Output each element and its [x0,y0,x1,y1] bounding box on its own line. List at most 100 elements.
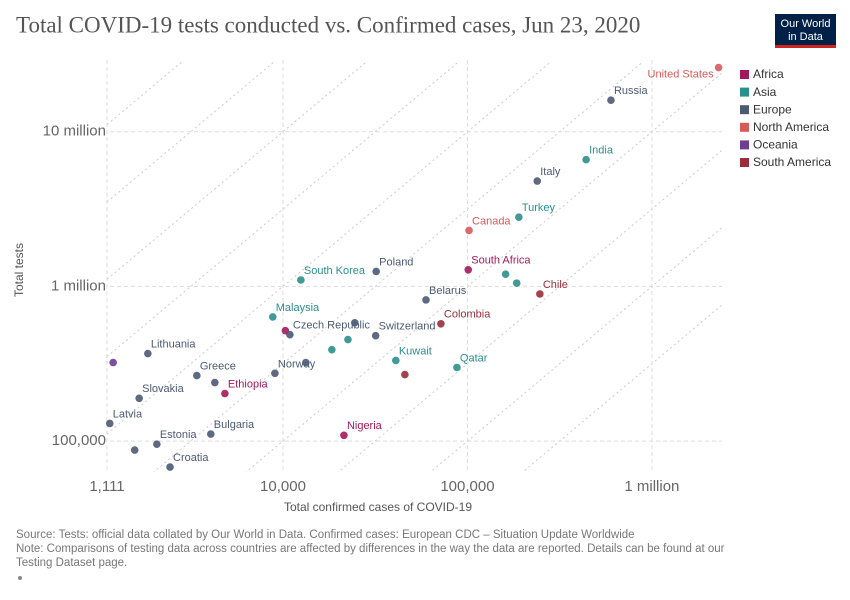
point[interactable] [105,419,114,428]
point-label: Canada [472,215,511,227]
point-label: Slovakia [142,383,184,395]
point[interactable] [297,276,305,284]
legend-label: Oceania [753,138,798,152]
legend-item[interactable]: Asia [740,85,777,99]
point-label: Czech Republic [293,320,371,332]
point-label: Qatar [460,352,488,364]
point-label: Poland [379,256,413,268]
legend-swatch [740,105,749,115]
legend-swatch [740,70,749,79]
y-tick-label: 100,000 [52,432,106,449]
reference-line [107,62,460,358]
y-axis-title: Total tests [12,243,26,297]
legend-item[interactable]: Oceania [740,138,798,152]
point-label: Latvia [113,408,143,420]
point[interactable] [350,318,359,327]
point[interactable] [464,266,473,274]
source-note: Source: Tests: official data collated by… [16,529,635,541]
point[interactable] [344,335,352,344]
point-label: Chile [543,279,568,291]
y-tick-label: 1 million [51,277,106,294]
point[interactable] [221,389,229,398]
x-tick-label: 1,111 [89,478,124,495]
point-label: Estonia [160,429,198,441]
point[interactable] [340,431,348,440]
point[interactable] [153,440,161,448]
point[interactable] [422,296,430,304]
point-label: Norway [278,358,316,370]
point[interactable] [109,358,117,367]
legend-label: North America [753,120,829,134]
point-label: Kuwait [399,345,432,357]
point-label: Lithuania [151,338,197,350]
point-label: Turkey [522,202,556,214]
y-tick-label: 10 million [43,123,106,140]
point[interactable] [328,345,336,354]
point[interactable] [501,270,510,278]
point-label: Greece [200,361,236,373]
point-label: Croatia [173,452,209,464]
legend-item[interactable]: Europe [740,102,792,116]
point[interactable] [302,358,310,367]
point[interactable] [533,177,542,185]
point[interactable] [371,331,380,340]
logo-text: Our World [781,18,831,30]
note: Testing Dataset page. [16,557,127,569]
point[interactable] [372,267,380,276]
legend-swatch [740,87,749,97]
legend-item[interactable]: North America [740,120,829,134]
legend-label: Europe [753,102,792,116]
point[interactable] [401,370,409,379]
legend-item[interactable]: South America [740,155,831,169]
point-label: Nigeria [347,420,383,432]
point[interactable] [392,356,400,365]
chart-title: Total COVID-19 tests conducted vs. Confi… [16,12,640,37]
point-label: Switzerland [379,321,436,333]
note: Note: Comparisons of testing data across… [16,543,725,555]
point[interactable] [144,349,152,358]
point[interactable] [465,226,473,235]
point[interactable] [268,313,277,321]
x-axis-title: Total confirmed cases of COVID-19 [284,500,472,514]
point[interactable] [207,430,215,438]
point[interactable] [714,63,723,72]
logo-text: in Data [788,31,824,43]
legend-label: Asia [753,85,777,99]
legend-label: Africa [753,67,784,81]
point-label: India [589,145,614,157]
point[interactable] [582,155,590,164]
point[interactable] [453,363,461,372]
point-label: Malaysia [276,302,320,314]
x-tick-label: 100,000 [440,478,494,495]
point-label: South Africa [471,255,531,267]
point-label: South Korea [304,265,366,277]
point[interactable] [135,394,143,403]
legend-swatch [740,140,749,150]
point-label: Colombia [444,309,491,321]
footer-dot [18,576,22,580]
point[interactable] [211,378,219,387]
point[interactable] [271,369,279,378]
legend-item[interactable]: Africa [740,67,784,81]
legend-swatch [740,158,749,167]
legend-swatch [740,122,749,132]
point-label: Belarus [429,285,467,297]
logo[interactable]: Our World in Data [775,14,836,48]
point[interactable] [286,330,294,339]
reference-line [153,62,644,472]
point-label: Russia [614,85,649,97]
point[interactable] [166,463,174,471]
point[interactable] [512,279,521,287]
reference-line [245,72,723,472]
point[interactable] [607,96,615,104]
point[interactable] [130,446,139,454]
point[interactable] [536,290,544,298]
point[interactable] [515,213,523,222]
point-label: Ethiopia [228,378,269,390]
reference-line [107,62,367,280]
reference-line [107,62,552,435]
point[interactable] [437,319,445,328]
x-tick-label: 1 million [624,478,679,495]
point[interactable] [193,371,201,380]
